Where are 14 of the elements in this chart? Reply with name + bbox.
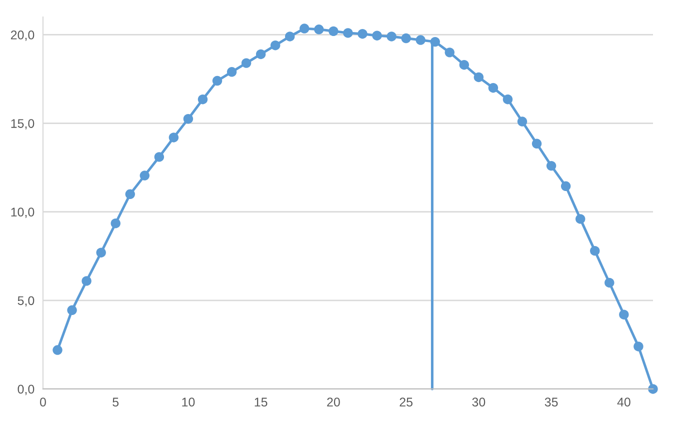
x-tick-label: 25 (400, 398, 412, 407)
x-tick-label: 5 (112, 398, 119, 407)
x-tick-label: 20 (327, 398, 340, 407)
y-tick-label: 20,0 (10, 30, 34, 41)
x-tick-label: 15 (254, 398, 268, 407)
x-tick-label: 40 (617, 398, 630, 407)
x-tick-label: 0 (40, 398, 46, 407)
y-tick-label: 0,0 (18, 384, 34, 396)
x-tick-label: 35 (544, 398, 558, 407)
y-tick-label: 10,0 (11, 208, 34, 218)
y-tick-label: 15,0 (11, 119, 34, 130)
x-tick-label: 30 (472, 398, 486, 407)
y-tick-label: 5,0 (18, 296, 34, 307)
x-tick-label: 10 (182, 398, 195, 407)
